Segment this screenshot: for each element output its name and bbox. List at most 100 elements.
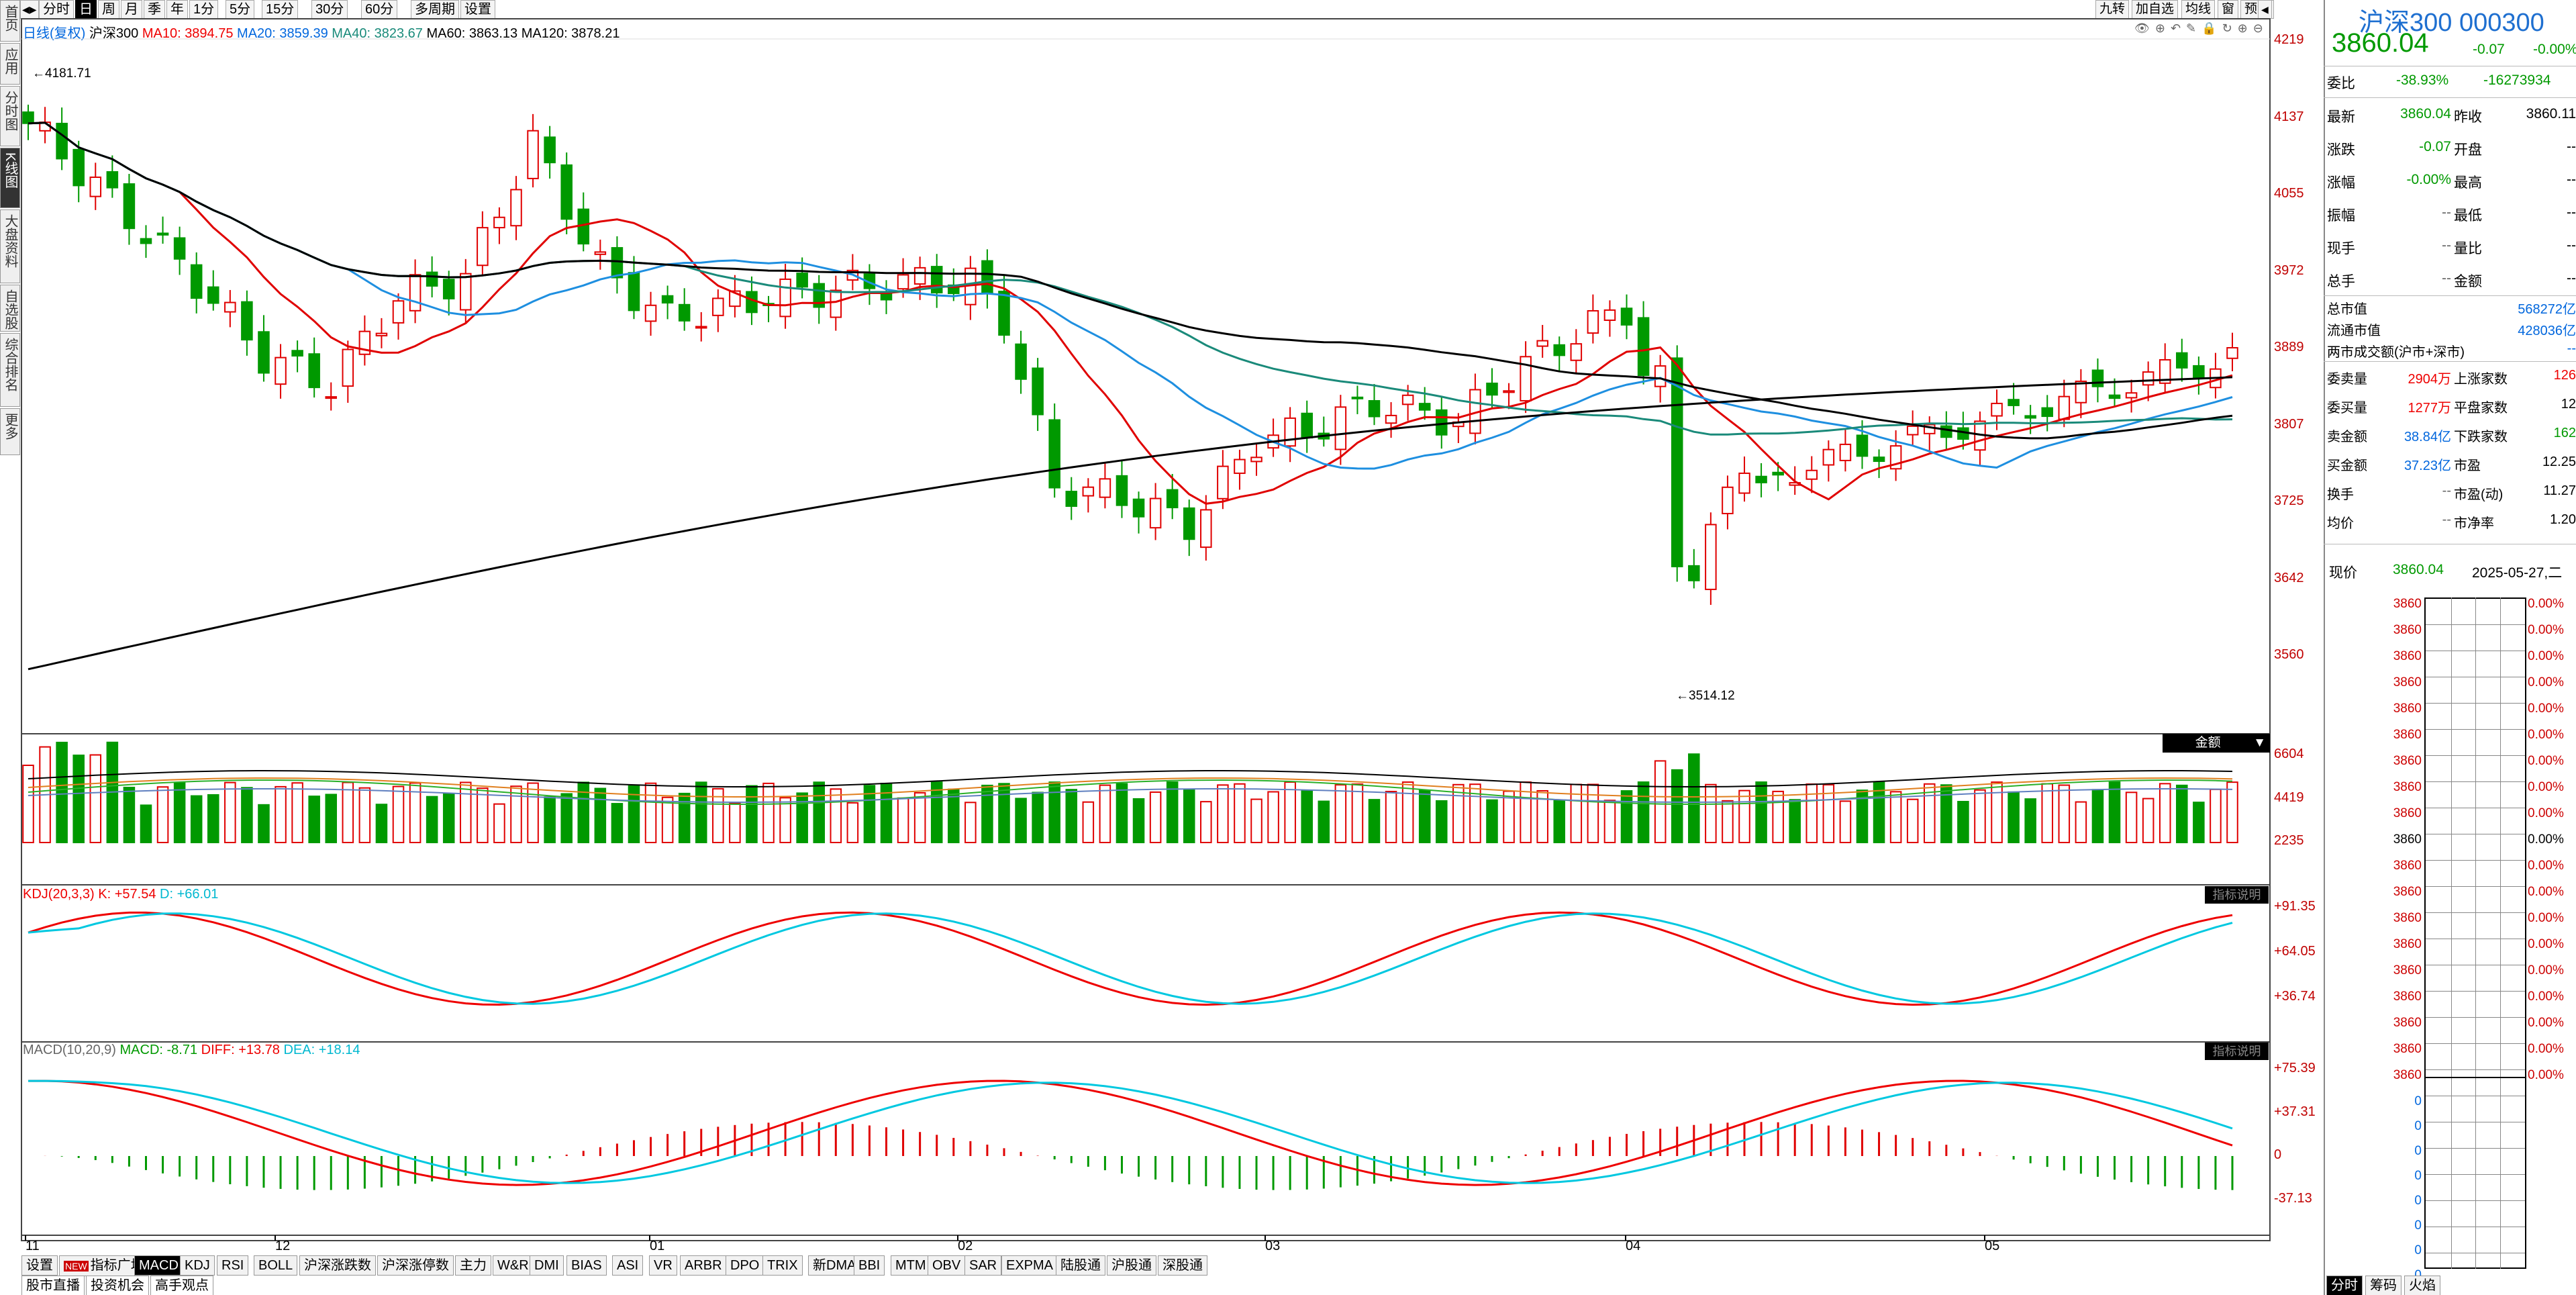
volume-indicator-select[interactable]: 金额 ▼ xyxy=(2163,734,2270,753)
period-tab-8[interactable]: 15分 xyxy=(262,0,299,19)
indicator-tab-3[interactable]: KDJ xyxy=(180,1255,215,1276)
left-tab-label: K线图 xyxy=(3,152,17,189)
minus-icon[interactable]: ⊖ xyxy=(2252,21,2269,35)
candle-body xyxy=(695,326,707,329)
high-value: 4181.71 xyxy=(45,66,91,81)
volume-bar xyxy=(2008,791,2020,844)
refresh-icon[interactable]: ↻ xyxy=(2222,21,2238,35)
eye-icon[interactable]: 👁 xyxy=(2134,21,2155,35)
left-tab-3[interactable]: K线图 xyxy=(0,148,20,208)
left-tab-1[interactable]: 应用 xyxy=(0,43,20,85)
period-tab-9[interactable]: 30分 xyxy=(311,0,348,19)
undo-icon[interactable]: ↶ xyxy=(2170,21,2187,35)
left-tab-0[interactable]: 首页 xyxy=(0,0,20,42)
grid-pct-label: 0.00% xyxy=(2528,1068,2564,1082)
bottom-link-1[interactable]: 投资机会 xyxy=(86,1276,149,1295)
candle-body xyxy=(1688,565,1700,581)
grid-zero-label: 0 xyxy=(2414,1194,2422,1208)
candle-body xyxy=(342,348,354,387)
tool-tab-2[interactable]: 均线 xyxy=(2181,0,2216,19)
volume-bar xyxy=(442,793,455,843)
bottom-link-0[interactable]: 股市直播 xyxy=(21,1276,85,1295)
left-tab-5[interactable]: 自选股 xyxy=(0,285,20,332)
candle-body xyxy=(1065,491,1078,507)
indicator-tab-7[interactable]: 沪深涨停数 xyxy=(377,1255,454,1276)
period-tab-10[interactable]: 60分 xyxy=(361,0,398,19)
period-tab-3[interactable]: 月 xyxy=(121,0,142,19)
indicator-tab-15[interactable]: DPO xyxy=(726,1255,764,1276)
volume-bar xyxy=(1267,791,1279,844)
price-change-pct: -0.00% xyxy=(2533,42,2576,57)
indicator-tab-2[interactable]: MACD xyxy=(134,1255,183,1276)
candle-body xyxy=(2176,352,2188,369)
indicator-tab-14[interactable]: ARBR xyxy=(680,1255,727,1276)
indicator-tab-13[interactable]: VR xyxy=(649,1255,677,1276)
candle-body xyxy=(544,136,556,164)
indicator-tab-11[interactable]: BIAS xyxy=(566,1255,607,1276)
macd-help-button[interactable]: 指标说明 xyxy=(2205,1043,2269,1060)
nav-arrows-button[interactable]: ◀▶ xyxy=(20,0,39,19)
indicator-tab-23[interactable]: 陆股通 xyxy=(1056,1255,1105,1276)
ma40-label: MA40: 3823.67 xyxy=(332,26,423,41)
weicha-value: -16273934 xyxy=(2483,73,2551,88)
period-tab-4[interactable]: 季 xyxy=(144,0,165,19)
axis-tick-label: 3560 xyxy=(2274,647,2304,662)
indicator-tab-25[interactable]: 深股通 xyxy=(1158,1255,1207,1276)
quote-tab-0[interactable]: 分时 xyxy=(2326,1276,2363,1295)
indicator-tab-5[interactable]: BOLL xyxy=(254,1255,298,1276)
quote-label: 现手 xyxy=(2327,241,2355,256)
indicator-tab-1[interactable]: NEW 指标广场 xyxy=(59,1255,149,1276)
indicator-tab-9[interactable]: W&R xyxy=(493,1255,534,1276)
indicator-tab-22[interactable]: EXPMA xyxy=(1001,1255,1058,1276)
add-icon[interactable]: ⊕ xyxy=(2237,21,2253,35)
bottom-link-2[interactable]: 高手观点 xyxy=(150,1276,213,1295)
tool-tab-0[interactable]: 九转 xyxy=(2095,0,2130,19)
candle-body xyxy=(1334,406,1347,450)
volume-bar xyxy=(375,804,388,844)
draw-icon[interactable]: ✎ xyxy=(2186,21,2202,35)
volume-bar xyxy=(1705,783,1717,843)
quote-tab-2[interactable]: 火焰 xyxy=(2404,1276,2440,1295)
panel-toggle-button[interactable]: ◀ xyxy=(2258,0,2272,19)
period-tab-11[interactable]: 多周期 xyxy=(411,0,459,19)
candle-body xyxy=(1520,356,1532,401)
indicator-tab-10[interactable]: DMI xyxy=(530,1255,564,1276)
quote-value: -- xyxy=(2567,205,2576,220)
kdj-help-button[interactable]: 指标说明 xyxy=(2205,886,2269,904)
quote-tab-1[interactable]: 筹码 xyxy=(2365,1276,2401,1295)
period-tab-12[interactable]: 设置 xyxy=(460,0,495,19)
left-tab-2[interactable]: 分时图 xyxy=(0,86,20,146)
indicator-tab-21[interactable]: SAR xyxy=(964,1255,1002,1276)
indicator-tab-4[interactable]: RSI xyxy=(217,1255,249,1276)
indicator-tab-24[interactable]: 沪股通 xyxy=(1107,1255,1156,1276)
volume-bar xyxy=(1789,799,1801,844)
indicator-tab-8[interactable]: 主力 xyxy=(455,1255,491,1276)
lock-icon[interactable]: 🔒 xyxy=(2201,21,2222,35)
left-tab-7[interactable]: 更多 xyxy=(0,408,20,455)
indicator-tab-20[interactable]: OBV xyxy=(928,1255,966,1276)
indicator-tab-17[interactable]: 新DMA xyxy=(808,1255,861,1276)
indicator-tab-16[interactable]: TRIX xyxy=(762,1255,803,1276)
left-tab-6[interactable]: 综合排名 xyxy=(0,333,20,407)
quote-label: 总手 xyxy=(2327,274,2355,289)
indicator-tab-6[interactable]: 沪深涨跌数 xyxy=(299,1255,376,1276)
volume-bar xyxy=(241,787,253,843)
kdj-label: KDJ(20,3,3) xyxy=(23,887,95,902)
left-tab-4[interactable]: 大盘资料 xyxy=(0,209,20,283)
indicator-tab-18[interactable]: BBI xyxy=(854,1255,885,1276)
zoom-in-icon[interactable]: ⊕ xyxy=(2154,21,2171,35)
candle-body xyxy=(1991,402,2003,417)
period-tab-1[interactable]: 日 xyxy=(75,0,97,19)
tool-tab-3[interactable]: 窗 xyxy=(2218,0,2239,19)
macd-histogram xyxy=(44,1122,2234,1190)
indicator-tab-12[interactable]: ASI xyxy=(612,1255,644,1276)
left-tab-label: 应用 xyxy=(3,48,17,75)
candle-body xyxy=(611,247,624,279)
indicator-tab-19[interactable]: MTM xyxy=(891,1255,931,1276)
tool-tab-1[interactable]: 加自选 xyxy=(2132,0,2179,19)
candle-body xyxy=(1351,396,1364,399)
indicator-tab-0[interactable]: 设置 xyxy=(21,1255,58,1276)
period-tab-7[interactable]: 5分 xyxy=(226,0,255,19)
period-tab-5[interactable]: 年 xyxy=(166,0,188,19)
